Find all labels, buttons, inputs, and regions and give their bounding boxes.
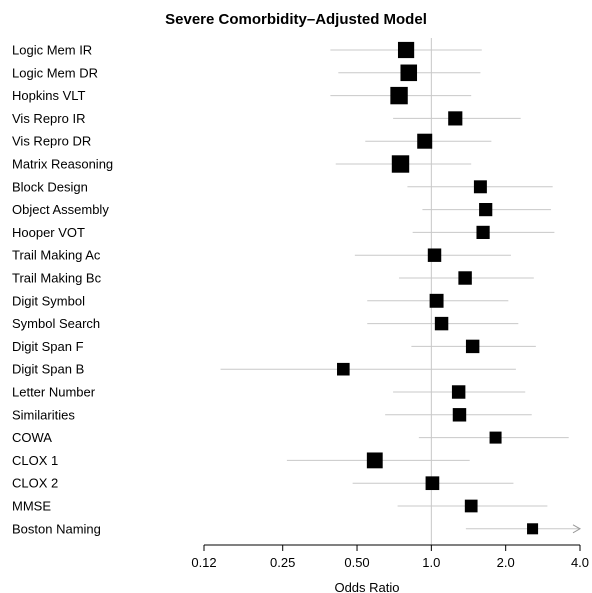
or-marker <box>464 499 478 513</box>
or-marker <box>452 408 467 422</box>
confidence-intervals <box>220 49 582 534</box>
or-marker <box>427 248 442 262</box>
odds-ratio-markers <box>337 41 539 535</box>
or-marker <box>527 523 539 535</box>
row-label: Symbol Search <box>12 316 100 331</box>
or-marker <box>417 133 433 149</box>
row-label: Digit Symbol <box>12 293 85 308</box>
or-marker <box>391 155 410 173</box>
row-label: Logic Mem IR <box>12 43 92 58</box>
x-axis-label: Odds Ratio <box>334 580 399 593</box>
row-label: CLOX 2 <box>12 476 58 491</box>
or-marker <box>400 64 418 82</box>
or-marker <box>390 86 408 105</box>
x-axis: 0.12 0.25 0.50 1.0 2.0 4.0 <box>191 544 589 570</box>
row-labels: Logic Mem IR Logic Mem DR Hopkins VLT Vis R… <box>12 43 113 537</box>
or-marker <box>448 111 463 126</box>
x-tick-label: 1.0 <box>422 555 440 570</box>
row-label: Trail Making Ac <box>12 248 101 263</box>
row-label: Trail Making Bc <box>12 271 102 286</box>
x-tick-label: 0.12 <box>191 555 216 570</box>
or-marker <box>458 271 472 285</box>
x-tick-label: 0.25 <box>270 555 295 570</box>
row-label: Matrix Reasoning <box>12 157 113 172</box>
row-label: Digit Span F <box>12 339 84 354</box>
or-marker <box>465 339 480 354</box>
row-label: Vis Repro IR <box>12 111 85 126</box>
row-label: Object Assembly <box>12 202 109 217</box>
x-tick-label: 0.50 <box>344 555 369 570</box>
or-marker <box>434 316 449 331</box>
row-label: Similarities <box>12 407 75 422</box>
or-marker <box>476 225 490 239</box>
row-label: Logic Mem DR <box>12 65 98 80</box>
x-tick-label: 2.0 <box>497 555 515 570</box>
or-marker <box>397 41 415 59</box>
row-label: Hopkins VLT <box>12 88 86 103</box>
or-marker <box>337 362 350 376</box>
row-label: Vis Repro DR <box>12 134 91 149</box>
or-marker <box>451 385 466 399</box>
or-marker <box>489 431 502 444</box>
row-label: CLOX 1 <box>12 453 58 468</box>
chart-title: Severe Comorbidity–Adjusted Model <box>165 11 427 28</box>
row-label: Letter Number <box>12 385 96 400</box>
row-label: Hooper VOT <box>12 225 85 240</box>
or-marker <box>429 293 444 308</box>
row-label: Block Design <box>12 179 88 194</box>
row-label: Boston Naming <box>12 521 101 536</box>
or-marker <box>473 180 487 194</box>
row-label: COWA <box>12 430 52 445</box>
x-tick-label: 4.0 <box>571 555 589 570</box>
row-label: Digit Span B <box>12 362 84 377</box>
or-marker <box>425 476 440 491</box>
or-marker <box>366 452 383 469</box>
ci-arrow-icon <box>572 524 582 534</box>
row-label: MMSE <box>12 499 51 514</box>
or-marker <box>479 203 493 217</box>
